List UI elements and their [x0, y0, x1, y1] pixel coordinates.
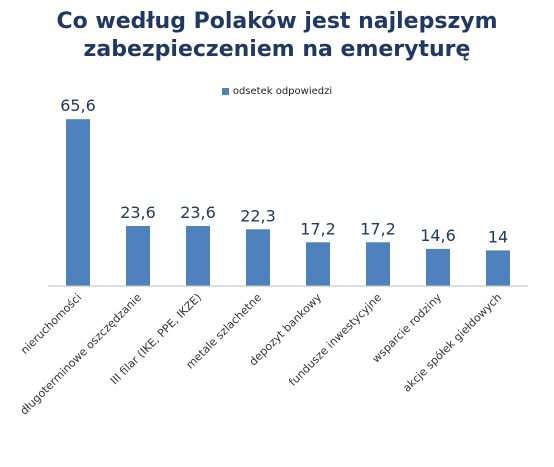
- value-label-1: 23,6: [120, 203, 156, 222]
- category-label-7: akcje spółek giełdowych: [400, 291, 504, 395]
- value-label-2: 23,6: [180, 203, 216, 222]
- value-label-5: 17,2: [360, 219, 396, 238]
- legend-label: odsetek odpowiedzi: [232, 86, 333, 97]
- bar-0: [66, 119, 90, 286]
- bar-7: [486, 250, 510, 286]
- legend-swatch: [221, 88, 229, 95]
- value-label-6: 14,6: [420, 226, 456, 245]
- chart-title: Co według Polaków jest najlepszym zabezp…: [0, 8, 554, 64]
- value-label-7: 14: [488, 227, 508, 246]
- value-label-4: 17,2: [300, 219, 336, 238]
- legend: odsetek odpowiedzi: [0, 86, 554, 97]
- chart-title-line-1: Co według Polaków jest najlepszym: [56, 9, 498, 34]
- bar-1: [126, 225, 150, 286]
- bar-3: [246, 229, 270, 286]
- value-label-0: 65,6: [60, 96, 96, 115]
- chart-title-line-2: zabezpieczeniem na emeryturę: [83, 37, 471, 62]
- bar-6: [426, 248, 450, 286]
- value-label-3: 22,3: [240, 206, 276, 225]
- category-label-0: nieruchomości: [18, 291, 84, 357]
- category-label-1: długoterminowe oszczędzanie: [18, 291, 145, 418]
- bar-2: [186, 225, 210, 286]
- bar-4: [306, 242, 330, 286]
- bar-5: [366, 242, 390, 286]
